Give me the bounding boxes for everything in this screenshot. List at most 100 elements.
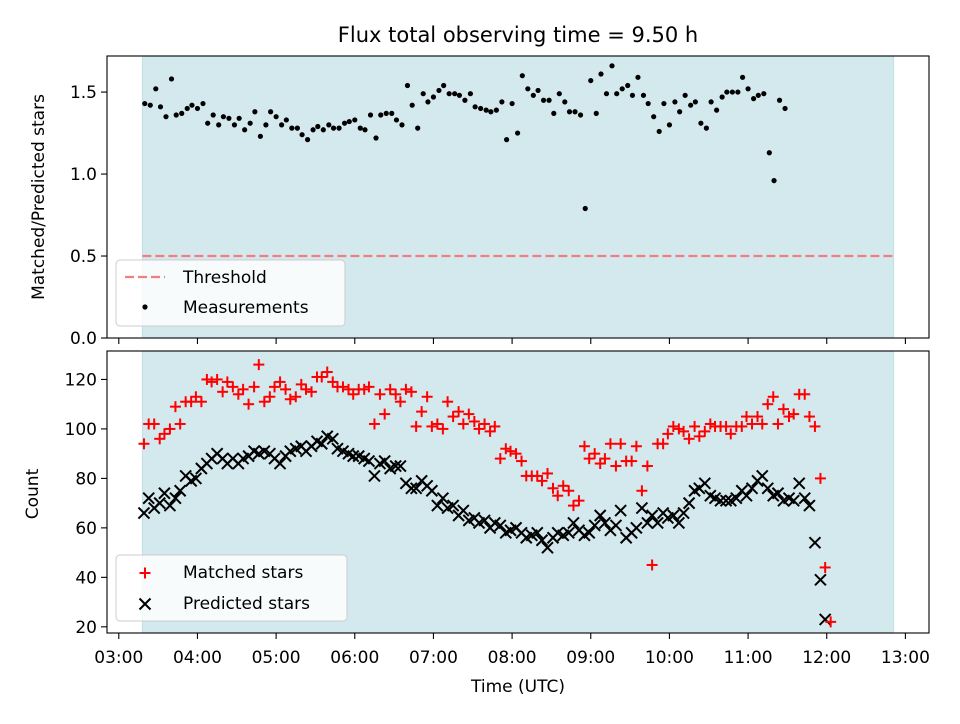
matched-star-point bbox=[227, 381, 239, 393]
measurement-point bbox=[216, 122, 222, 128]
predicted-star-point bbox=[808, 536, 822, 549]
matched-star-point bbox=[232, 388, 244, 400]
matched-star-point bbox=[468, 416, 480, 427]
predicted-star-point bbox=[793, 477, 806, 490]
matched-star-point bbox=[363, 381, 375, 393]
measurement-point bbox=[603, 91, 610, 97]
matched-star-point bbox=[626, 455, 638, 467]
measurement-point bbox=[242, 127, 248, 133]
matched-star-point bbox=[148, 418, 160, 430]
measurement-point bbox=[782, 105, 788, 112]
measurement-point bbox=[776, 97, 783, 103]
matched-star-point bbox=[437, 423, 449, 435]
measurement-point bbox=[220, 114, 227, 120]
matched-star-point bbox=[426, 420, 438, 432]
measurement-point bbox=[268, 109, 274, 115]
matched-star-point bbox=[248, 381, 260, 393]
measurement-point bbox=[346, 118, 352, 125]
matched-star-point bbox=[447, 411, 459, 423]
matched-star-point bbox=[138, 438, 150, 450]
measurement-point bbox=[205, 120, 211, 126]
predicted-star-point bbox=[389, 459, 402, 473]
predicted-star-point bbox=[682, 496, 696, 510]
predicted-star-point bbox=[609, 519, 623, 532]
predicted-star-point bbox=[635, 501, 649, 515]
measurement-point bbox=[661, 100, 667, 107]
predicted-star-point bbox=[761, 482, 774, 495]
x-axis-label: Time (UTC) bbox=[470, 677, 565, 697]
measurement-point bbox=[231, 122, 238, 128]
matched-star-point bbox=[662, 428, 674, 440]
matched-star-point bbox=[636, 485, 648, 497]
predicted-star-point bbox=[405, 482, 418, 495]
measurement-point bbox=[157, 104, 164, 110]
measurement-point bbox=[210, 112, 216, 118]
measurement-point bbox=[389, 110, 395, 116]
matched-star-point bbox=[667, 420, 679, 432]
measurement-point bbox=[194, 105, 201, 112]
legend-measurements-label: Measurements bbox=[183, 298, 309, 318]
predicted-star-point bbox=[362, 454, 376, 468]
bottom-y-axis-label: Count bbox=[23, 468, 43, 519]
predicted-star-point bbox=[562, 526, 575, 540]
matched-star-point bbox=[756, 418, 768, 430]
matched-star-point bbox=[736, 420, 748, 432]
matched-star-point bbox=[699, 425, 711, 437]
matched-star-point bbox=[410, 420, 422, 432]
measurement-point bbox=[452, 91, 458, 97]
legend-matched-swatch bbox=[139, 567, 151, 579]
matched-star-point bbox=[704, 418, 716, 430]
top-ytick-label: 0.0 bbox=[70, 329, 97, 349]
predicted-star-point bbox=[814, 573, 827, 587]
predicted-star-point bbox=[326, 432, 339, 446]
bottom-panel: 20 40 60 80 100 120 03:00 04:00 05:00 06:00 07:00… bbox=[23, 350, 930, 668]
matched-star-point bbox=[342, 383, 354, 395]
matched-star-point bbox=[190, 391, 202, 403]
bottom-ytick-label: 80 bbox=[75, 469, 97, 489]
measurement-point bbox=[147, 102, 153, 108]
matched-star-point bbox=[772, 418, 784, 430]
matched-star-point bbox=[531, 470, 543, 482]
matched-star-point bbox=[306, 386, 318, 398]
measurement-point bbox=[535, 87, 541, 94]
measurement-point bbox=[168, 76, 175, 82]
matched-star-point bbox=[673, 423, 685, 435]
matched-star-point bbox=[237, 383, 249, 395]
matched-star-point bbox=[547, 482, 559, 494]
measurement-point bbox=[530, 92, 536, 98]
matched-star-point bbox=[358, 383, 370, 395]
predicted-star-point bbox=[153, 496, 166, 510]
measurement-point bbox=[404, 82, 411, 89]
matched-star-point bbox=[563, 485, 575, 497]
predicted-star-point bbox=[588, 519, 601, 532]
matched-star-point bbox=[243, 398, 255, 410]
matched-star-point bbox=[567, 500, 579, 512]
measurement-point bbox=[503, 137, 510, 143]
measurement-point bbox=[546, 97, 552, 103]
measurement-point bbox=[441, 82, 447, 89]
matched-star-point bbox=[258, 396, 270, 408]
predicted-star-point bbox=[368, 469, 381, 483]
measurement-point bbox=[677, 109, 683, 115]
matched-star-point bbox=[510, 448, 522, 460]
measurement-point bbox=[771, 178, 777, 184]
matched-star-point bbox=[206, 376, 218, 388]
measurement-point bbox=[645, 100, 651, 107]
predicted-star-point bbox=[173, 484, 187, 497]
measurement-point bbox=[430, 94, 437, 100]
measurement-point bbox=[562, 99, 568, 105]
matched-star-point bbox=[217, 386, 229, 398]
matched-star-point bbox=[390, 388, 402, 400]
predicted-star-point bbox=[189, 472, 203, 485]
measurement-point bbox=[247, 120, 253, 126]
measurement-point bbox=[378, 112, 384, 118]
measurement-point bbox=[515, 130, 521, 136]
measurement-point bbox=[200, 100, 206, 107]
predicted-star-point bbox=[730, 491, 743, 505]
matched-star-point bbox=[536, 475, 548, 487]
xtick-label: 10:00 bbox=[645, 648, 694, 668]
measurement-point bbox=[420, 91, 426, 97]
matched-star-point bbox=[752, 411, 764, 423]
matched-star-point bbox=[573, 495, 585, 507]
